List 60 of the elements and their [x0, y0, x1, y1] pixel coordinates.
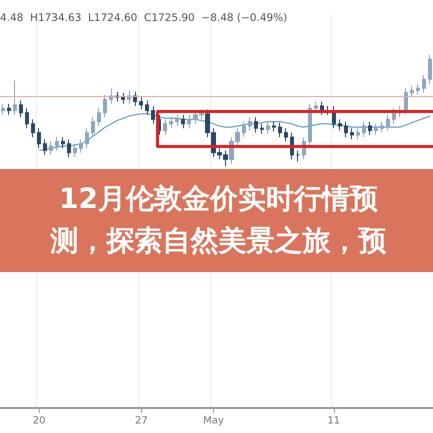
candlestick [151, 106, 155, 124]
candlestick [67, 138, 71, 158]
candlestick [103, 94, 107, 118]
candlestick [55, 136, 59, 151]
text: 12月伦敦金价实时行情预测，探索自然美景之旅，预 [49, 181, 388, 259]
candlestick [392, 108, 396, 124]
candlestick [1, 103, 5, 116]
candlestick [404, 88, 408, 116]
candlestick [260, 123, 264, 134]
candlestick [163, 118, 167, 136]
candlestick [25, 108, 29, 129]
candlestick [19, 100, 23, 118]
candlestick [284, 128, 288, 142]
candlestick [85, 128, 89, 149]
candlestick [272, 121, 276, 132]
candlestick [97, 108, 101, 127]
candlestick [386, 114, 390, 131]
candlestick [308, 103, 312, 146]
candlestick [338, 118, 342, 131]
candlestick [31, 118, 35, 138]
candlestick [356, 128, 360, 140]
candlestick [73, 143, 77, 158]
candlestick [175, 114, 179, 127]
candlestick [49, 141, 53, 156]
candlestick [187, 114, 191, 129]
text: 4.48 H1734.63 L1724.60 C1725.90 −8.48 (−0.49%) [0, 12, 288, 24]
candlestick [326, 106, 330, 116]
candlestick [350, 128, 354, 140]
candlestick [7, 103, 11, 116]
candlestick [428, 54, 432, 84]
candlestick [242, 121, 246, 138]
candlestick [139, 96, 143, 110]
candlestick [266, 121, 270, 134]
candlestick [61, 136, 65, 149]
candlestick [320, 101, 324, 116]
candlestick [296, 150, 300, 162]
candlestick [145, 100, 149, 116]
candlestick [37, 128, 41, 149]
candlestick [181, 114, 185, 129]
candlestick [374, 123, 378, 136]
candlestick [422, 74, 426, 94]
candlestick [344, 121, 348, 138]
candlestick [43, 138, 47, 156]
candlestick [416, 83, 420, 96]
candlestick [79, 138, 83, 154]
candlestick [368, 121, 372, 136]
candlestick [410, 86, 414, 98]
x-tick-label: 11 [327, 416, 340, 426]
candlestick [169, 116, 173, 129]
candlestick [13, 80, 17, 116]
x-tick-label: May [203, 416, 224, 426]
x-tick-label: 20 [32, 416, 46, 426]
candlestick [248, 116, 252, 131]
x-tick-label: 27 [134, 416, 148, 426]
candlestick [254, 116, 258, 134]
candlestick [380, 121, 384, 134]
candlestick [91, 116, 95, 138]
candlestick [362, 121, 366, 138]
candlestick [278, 122, 282, 138]
candlestick [121, 92, 125, 104]
